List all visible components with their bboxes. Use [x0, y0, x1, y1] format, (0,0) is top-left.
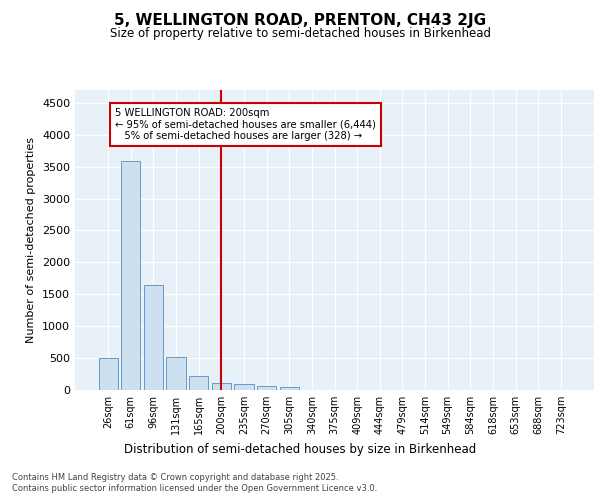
- Bar: [280, 387, 299, 390]
- Bar: [98, 358, 118, 390]
- Text: Contains public sector information licensed under the Open Government Licence v3: Contains public sector information licen…: [12, 484, 377, 493]
- Text: Contains HM Land Registry data © Crown copyright and database right 2025.: Contains HM Land Registry data © Crown c…: [12, 472, 338, 482]
- Text: 5 WELLINGTON ROAD: 200sqm
← 95% of semi-detached houses are smaller (6,444)
   5: 5 WELLINGTON ROAD: 200sqm ← 95% of semi-…: [115, 108, 376, 141]
- Bar: [189, 376, 208, 390]
- Bar: [235, 384, 254, 390]
- Y-axis label: Number of semi-detached properties: Number of semi-detached properties: [26, 137, 37, 343]
- Bar: [144, 284, 163, 390]
- Text: Size of property relative to semi-detached houses in Birkenhead: Size of property relative to semi-detach…: [110, 28, 491, 40]
- Text: Distribution of semi-detached houses by size in Birkenhead: Distribution of semi-detached houses by …: [124, 442, 476, 456]
- Bar: [212, 382, 231, 390]
- Bar: [166, 358, 186, 390]
- Bar: [257, 386, 276, 390]
- Text: 5, WELLINGTON ROAD, PRENTON, CH43 2JG: 5, WELLINGTON ROAD, PRENTON, CH43 2JG: [114, 12, 486, 28]
- Bar: [121, 162, 140, 390]
